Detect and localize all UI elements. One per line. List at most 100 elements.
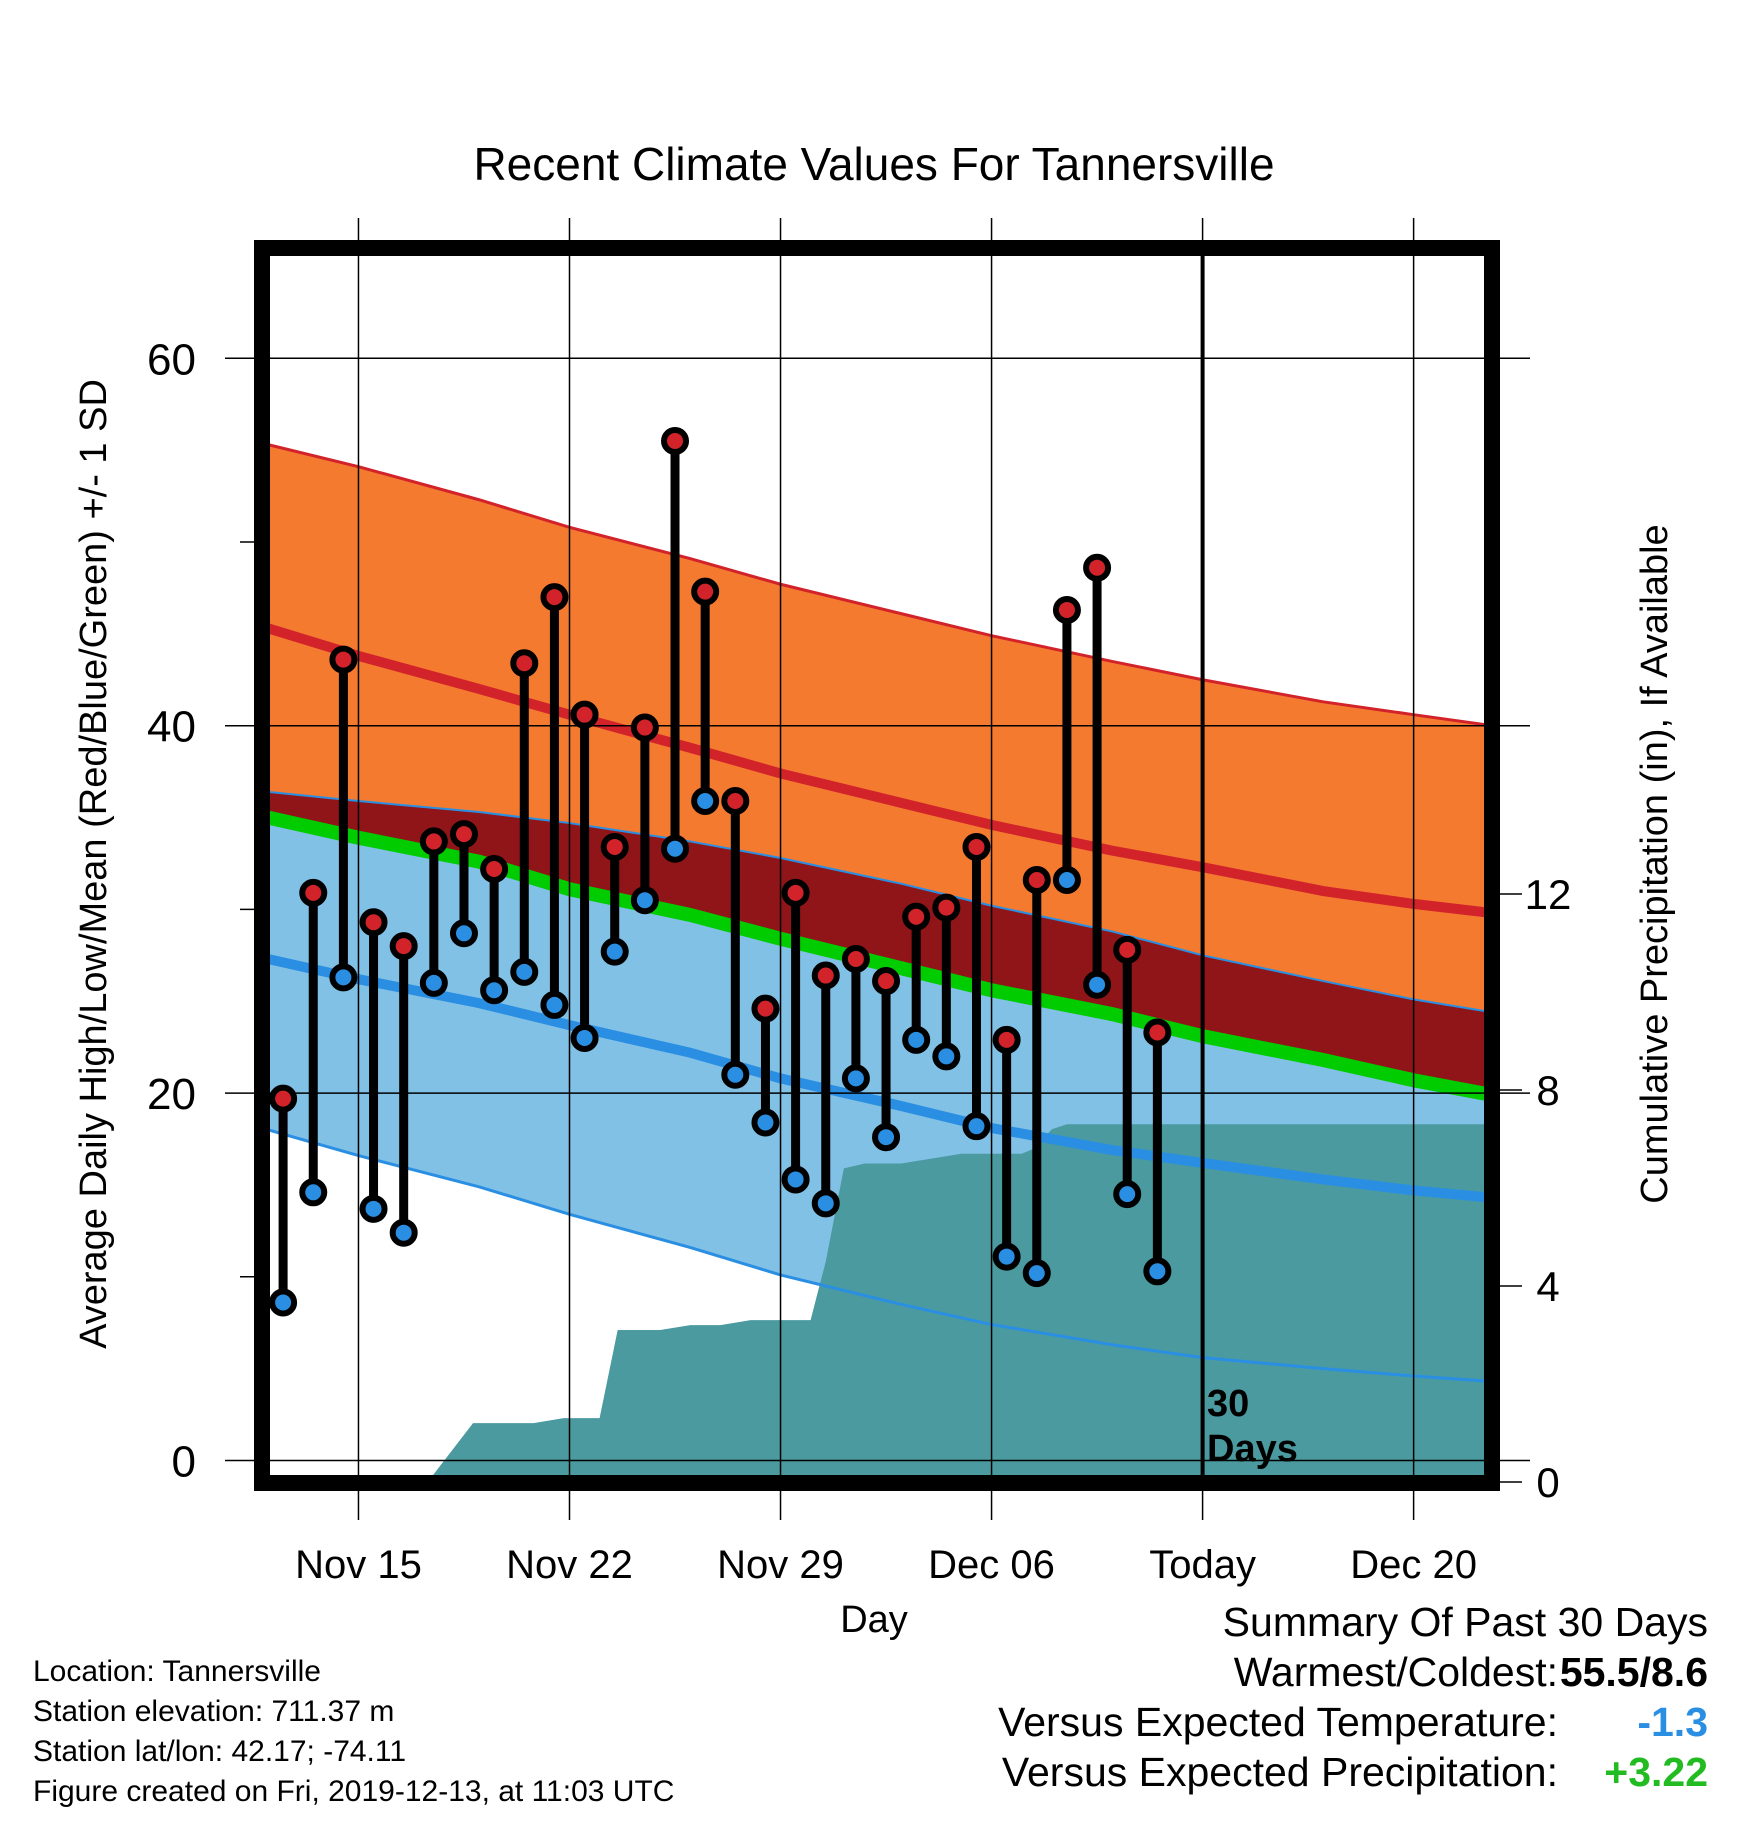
observed-low-point <box>661 834 690 863</box>
observed-high-point <box>480 854 509 883</box>
observed-high-point <box>540 583 569 612</box>
observed-high-point <box>1052 595 1081 624</box>
station-info: Location: Tannersville Station elevation… <box>33 1652 674 1812</box>
observed-low-point <box>1052 866 1081 895</box>
observed-high-point <box>600 832 629 861</box>
chart-title: Recent Climate Values For Tannersville <box>473 138 1274 190</box>
observed-high-point <box>299 878 328 907</box>
observed-high-point <box>721 787 750 816</box>
observed-high-point <box>962 832 991 861</box>
plot-frame <box>254 240 1500 1491</box>
observed-high-point <box>751 994 780 1023</box>
today-label-line1: 30 <box>1207 1383 1249 1425</box>
summary-precip-row: Versus Expected Precipitation: +3.22 <box>998 1747 1708 1797</box>
temp-label: Versus Expected Temperature: <box>998 1699 1558 1745</box>
observed-low-point <box>540 990 569 1019</box>
y-tick-label-right: 12 <box>1525 871 1572 918</box>
x-tick-label: Dec 06 <box>928 1543 1055 1587</box>
y-tick-label-left: 0 <box>172 1438 196 1487</box>
observed-low-point <box>1022 1259 1051 1288</box>
observed-low-point <box>510 957 539 986</box>
summary-heading: Summary Of Past 30 Days <box>1222 1599 1708 1645</box>
observed-low-point <box>751 1108 780 1137</box>
precip-label: Versus Expected Precipitation: <box>1001 1749 1558 1795</box>
precip-area-front <box>382 1124 1492 1483</box>
observed-low-point <box>1143 1257 1172 1286</box>
y-tick-label-left: 60 <box>147 335 196 384</box>
x-tick-label: Nov 22 <box>506 1543 633 1587</box>
observed-low-point <box>721 1060 750 1089</box>
observed-low-point <box>600 937 629 966</box>
created-text: Figure created on Fri, 2019-12-13, at 11… <box>33 1775 675 1808</box>
observed-high-point <box>661 426 690 455</box>
high-upper-line <box>267 443 1492 728</box>
latlon-text: Station lat/lon: 42.17; -74.11 <box>33 1735 407 1768</box>
y-tick-label-left: 20 <box>147 1070 196 1119</box>
observed-high-point <box>811 961 840 990</box>
x-tick-label: Today <box>1149 1543 1256 1587</box>
observed-low-point <box>389 1218 418 1247</box>
observed-high-point <box>992 1025 1021 1054</box>
warmest-label: Warmest/Coldest: <box>1233 1649 1558 1695</box>
observed-high-point <box>329 645 358 674</box>
low-lower-line <box>267 1128 1492 1384</box>
observed-low-point <box>992 1242 1021 1271</box>
temp-value: -1.3 <box>1637 1699 1708 1745</box>
x-axis-label: Day <box>840 1599 908 1641</box>
high-sd-band <box>268 444 1492 1013</box>
observed-high-point <box>570 700 599 729</box>
observed-high-point <box>902 902 931 931</box>
observed-marks <box>269 426 1172 1317</box>
observed-high-point <box>510 649 539 678</box>
observed-high-point <box>1083 553 1112 582</box>
precip-value: +3.22 <box>1604 1749 1708 1795</box>
observed-high-point <box>269 1084 298 1113</box>
observed-high-point <box>691 577 720 606</box>
overlap-band <box>268 791 1492 1095</box>
y-tick-label-right: 8 <box>1536 1067 1559 1114</box>
axes: 0 20 40 60 0 4 8 12 Nov 15 Nov 22 Nov 29 Dec 06 Toda… <box>147 248 1571 1587</box>
location-text: Location: Tannersville <box>33 1655 321 1688</box>
observed-low-point <box>962 1112 991 1141</box>
observed-low-point <box>269 1288 298 1317</box>
observed-high-point <box>389 932 418 961</box>
low-mean-line <box>266 954 1492 1203</box>
observed-low-point <box>570 1023 599 1052</box>
x-tick-label: Nov 15 <box>295 1543 422 1587</box>
observed-high-point <box>1143 1018 1172 1047</box>
high-lower-line <box>267 790 1492 1014</box>
observed-high-point <box>1113 935 1142 964</box>
observed-high-point <box>1022 866 1051 895</box>
warmest-value: 55.5/8.6 <box>1559 1649 1708 1695</box>
observed-high-point <box>419 827 448 856</box>
x-tick-label: Nov 29 <box>717 1543 844 1587</box>
observed-low-point <box>630 886 659 915</box>
observed-low-point <box>419 968 448 997</box>
observed-low-point <box>841 1064 870 1093</box>
today-label-line2: Days <box>1207 1428 1298 1470</box>
high-mean-line <box>266 623 1492 919</box>
observed-high-point <box>359 908 388 937</box>
y-tick-label-left: 40 <box>147 703 196 752</box>
observed-low-point <box>902 1025 931 1054</box>
plot-area <box>266 443 1492 1483</box>
observed-high-point <box>630 713 659 742</box>
observed-low-point <box>1113 1180 1142 1209</box>
y-axis-label-left: Average Daily High/Low/Mean (Red/Blue/Gr… <box>73 379 115 1349</box>
y-tick-label-right: 4 <box>1536 1263 1559 1310</box>
observed-low-point <box>449 919 478 948</box>
observed-high-point <box>449 820 478 849</box>
observed-low-point <box>811 1189 840 1218</box>
observed-high-point <box>932 893 961 922</box>
y-axis-label-right: Cumulative Precipitation (in), If Availa… <box>1634 524 1676 1203</box>
avg-mean-line <box>266 810 1492 1102</box>
observed-low-point <box>299 1178 328 1207</box>
observed-low-point <box>872 1123 901 1152</box>
observed-low-point <box>480 976 509 1005</box>
observed-high-point <box>781 878 810 907</box>
observed-high-point <box>841 944 870 973</box>
summary-panel: Summary Of Past 30 Days Warmest/Coldest:… <box>998 1597 1708 1797</box>
observed-low-point <box>1083 970 1112 999</box>
summary-warmest-row: Warmest/Coldest:55.5/8.6 <box>998 1647 1708 1697</box>
